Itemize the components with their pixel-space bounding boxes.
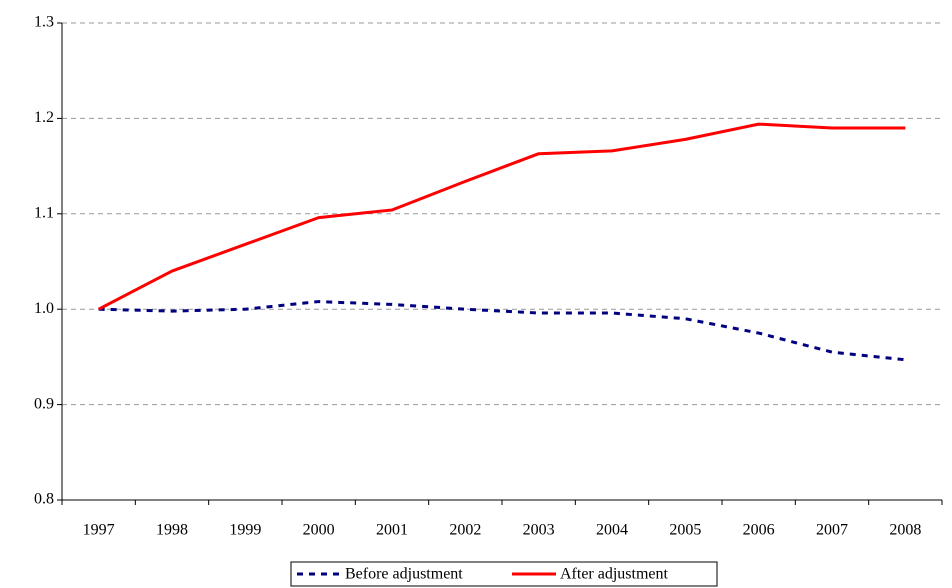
y-tick-label: 1.1 (34, 204, 54, 221)
y-tick-label: 1.3 (34, 14, 54, 31)
x-tick-label: 1998 (156, 522, 188, 539)
x-tick-label: 2001 (376, 522, 408, 539)
x-tick-label: 2000 (303, 522, 335, 539)
x-tick-label: 2002 (449, 522, 481, 539)
series-line (97, 122, 906, 311)
x-tick-label: 2006 (743, 522, 775, 539)
x-tick-label: 1997 (83, 522, 115, 539)
legend-box (290, 561, 718, 587)
x-tick-label: 2003 (523, 522, 555, 539)
x-tick-label: 1999 (229, 522, 261, 539)
x-tick-label: 2005 (669, 522, 701, 539)
series-line (98, 300, 906, 362)
y-tick-label: 0.9 (34, 395, 54, 412)
y-tick-label: 0.8 (34, 491, 54, 508)
x-tick-label: 2007 (816, 522, 848, 539)
legend-label: After adjustment (560, 566, 669, 583)
y-tick-label: 1.0 (34, 300, 54, 317)
legend-label: Before adjustment (345, 566, 463, 583)
y-tick-label: 1.2 (34, 109, 54, 126)
x-tick-label: 2008 (889, 522, 921, 539)
x-tick-label: 2004 (596, 522, 628, 539)
